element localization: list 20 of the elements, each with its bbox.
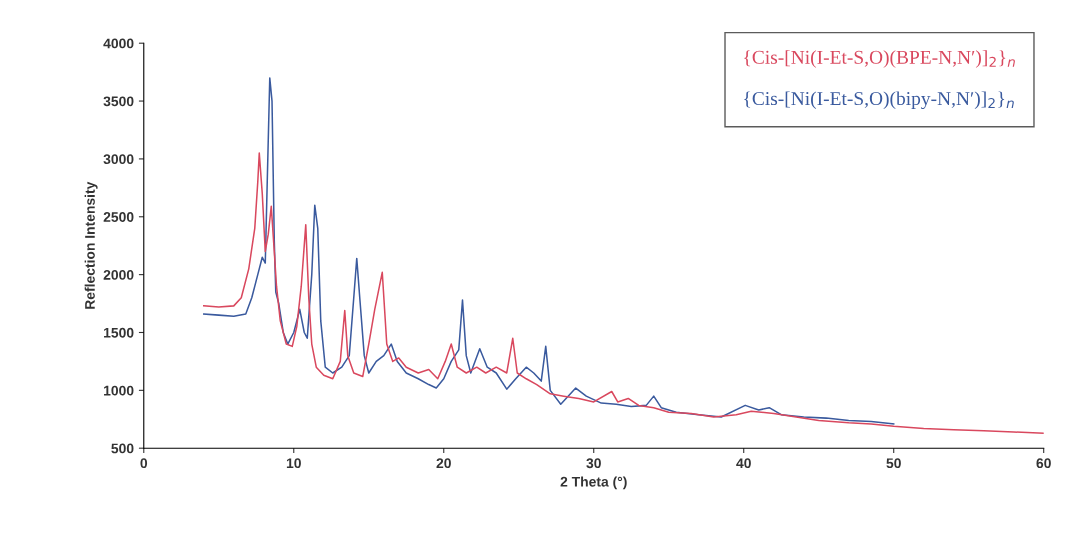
x-axis-title: 2 Theta (°) bbox=[560, 476, 627, 490]
y-tick-label: 2500 bbox=[103, 212, 134, 222]
y-tick-label: 4000 bbox=[103, 38, 134, 49]
y-tick-label: 3000 bbox=[103, 154, 134, 165]
text: {Cis-[Ni(I-Et-S,O)(bipy-N,N′)]$_{2}$}$_{n}$ bbox=[744, 91, 1014, 110]
x-tick-label: 0 bbox=[140, 458, 148, 469]
y-tick-label: 1500 bbox=[104, 327, 134, 338]
y-tick-label: 2000 bbox=[103, 269, 134, 280]
y-tick-label: 3500 bbox=[103, 96, 134, 107]
x-tick-label: 30 bbox=[586, 458, 601, 469]
x-tick-label: 50 bbox=[886, 458, 901, 469]
line-series bbox=[203, 152, 1044, 434]
x-tick-label: 60 bbox=[1036, 458, 1051, 469]
x-tick-label: 10 bbox=[286, 458, 301, 469]
x-tick-label: 20 bbox=[436, 458, 451, 469]
y-tick-label: 500 bbox=[111, 443, 134, 454]
text: {Cis-[Ni(I-Et-S,O)(BPE-N,N′)]$_{2}$}$_{n}$ bbox=[744, 50, 1015, 68]
y-tick-label: 1000 bbox=[104, 385, 134, 396]
y-axis-title: Reflection Intensity bbox=[84, 181, 98, 309]
x-tick-label: 40 bbox=[736, 458, 751, 469]
